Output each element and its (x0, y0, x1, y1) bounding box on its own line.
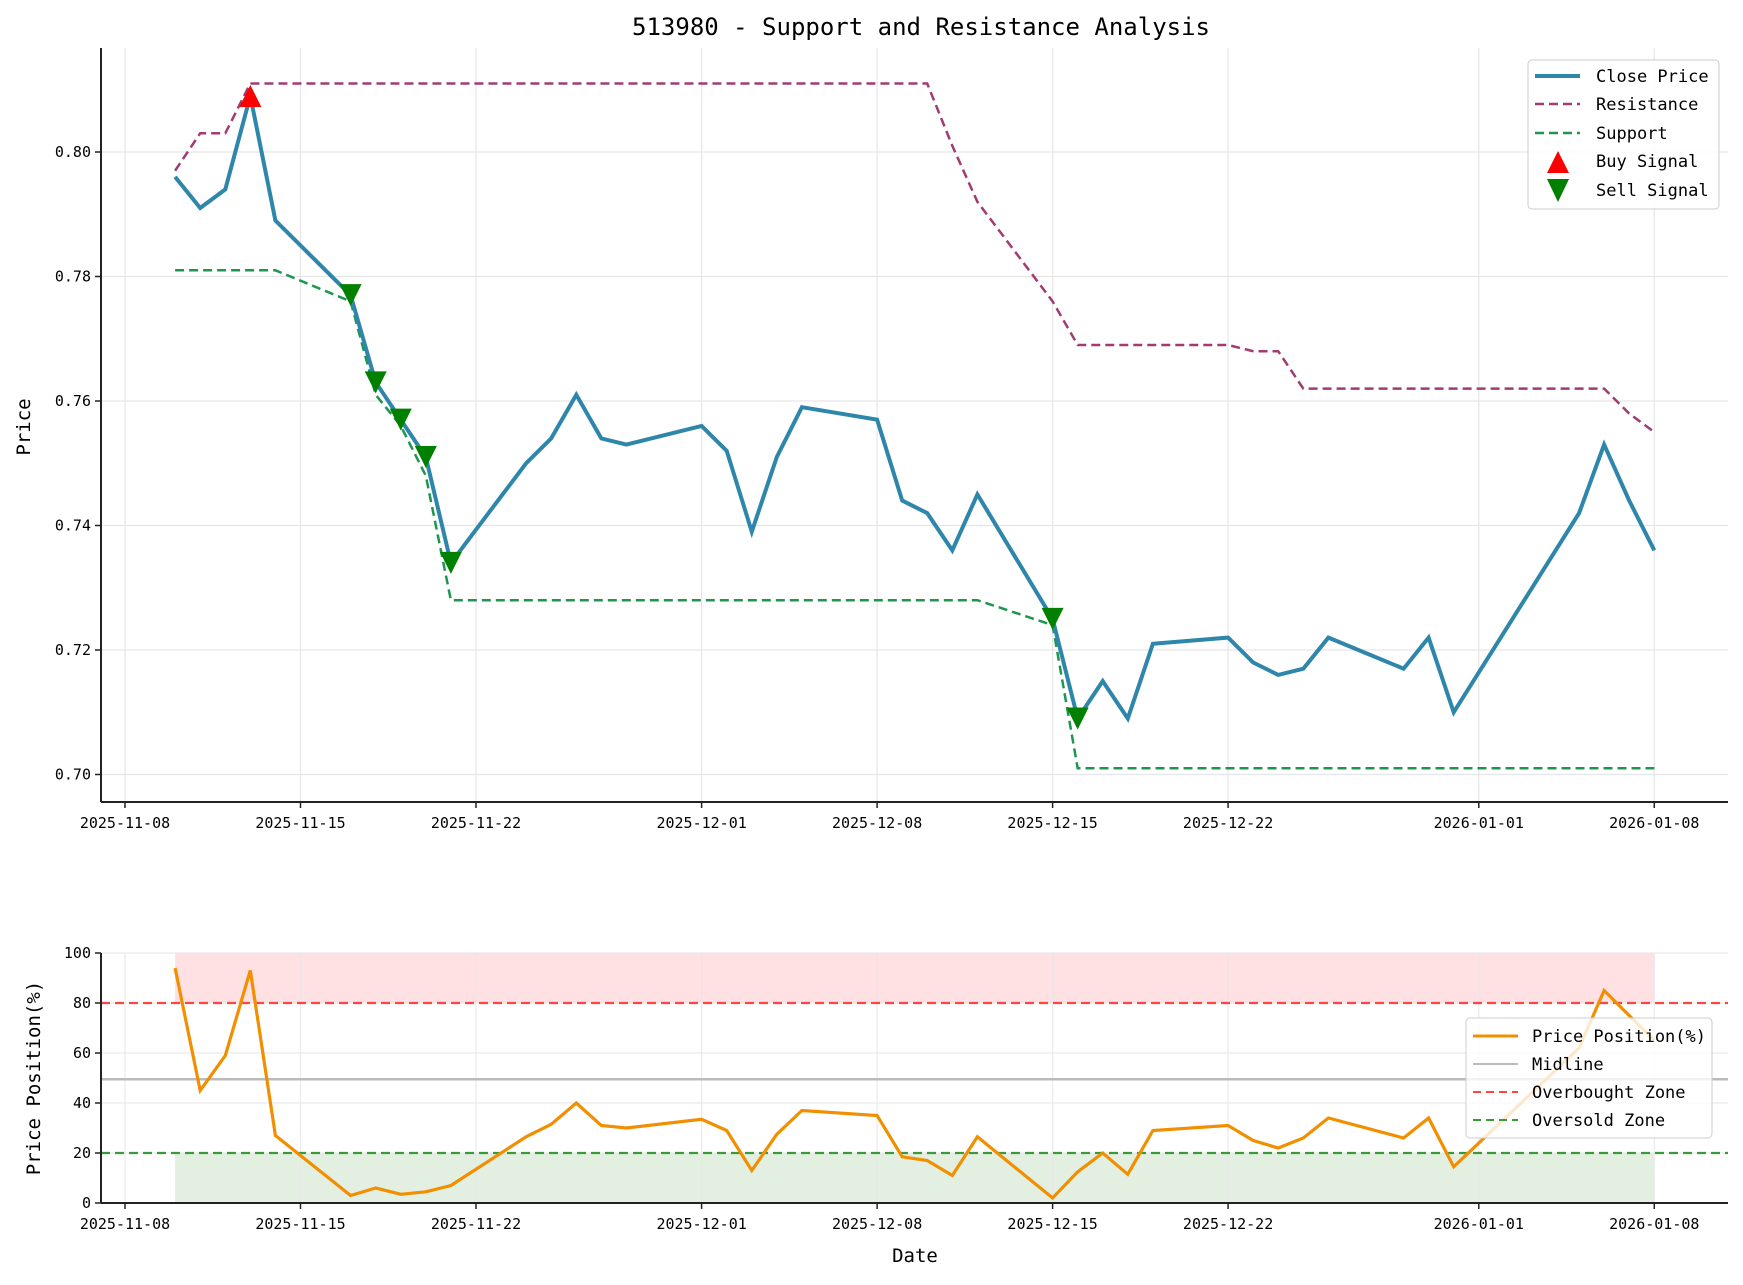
legend-sell-label: Sell Signal (1596, 181, 1709, 201)
position-ytick-label: 60 (73, 1044, 91, 1062)
position-xtick-label: 2025-11-08 (80, 1215, 170, 1233)
price-xtick-label: 2025-11-15 (255, 814, 345, 832)
position-legend-frame (1465, 1017, 1713, 1139)
position-xtick-label: 2026-01-01 (1434, 1215, 1524, 1233)
legend-support-label: Support (1596, 124, 1668, 144)
price-position-line (173, 967, 1656, 1201)
chart-title: 513980 - Support and Resistance Analysis (632, 13, 1210, 41)
overbought-zone-fill (175, 953, 1655, 1003)
price-xtick-label: 2025-11-22 (431, 814, 521, 832)
price-axes: 2025-11-08 2025-11-15 2025-11-22 2025-12-01… (55, 48, 1728, 832)
price-xtick-label: 2025-12-01 (656, 814, 746, 832)
sell-signal-marker-icon (339, 284, 362, 307)
price-grid (101, 48, 1728, 802)
price-xtick-label: 2025-12-22 (1183, 814, 1273, 832)
price-xtick-label: 2025-12-08 (832, 814, 922, 832)
sell-signal-marker-icon (1066, 707, 1089, 730)
price-ytick-label: 0.80 (55, 143, 91, 161)
price-ytick-label: 0.78 (55, 268, 91, 286)
price-series (173, 82, 1657, 770)
buy-triangle-icon (1547, 151, 1569, 173)
close-price-line (173, 95, 1657, 724)
price-xtick-label: 2025-12-15 (1007, 814, 1097, 832)
price-ytick-label: 0.76 (55, 392, 91, 410)
signal-markers (239, 84, 1089, 730)
oversold-zone-fill (175, 1153, 1655, 1203)
support-line (175, 269, 1655, 770)
position-ytick-label: 0 (82, 1194, 91, 1212)
legend-buy-label: Buy Signal (1596, 152, 1698, 172)
position-panel: 2025-11-08 2025-11-15 2025-11-22 2025-12-01… (23, 944, 1728, 1267)
sell-signal-marker-icon (364, 371, 387, 394)
position-ytick-label: 100 (64, 944, 91, 962)
sell-signal-marker-icon (414, 446, 437, 469)
price-ytick-label: 0.74 (55, 517, 91, 535)
zone-fills (175, 953, 1655, 1203)
sell-signal-marker-icon (1041, 607, 1064, 630)
position-xtick-label: 2025-12-01 (656, 1215, 746, 1233)
position-xtick-label: 2025-11-22 (431, 1215, 521, 1233)
position-ylabel: Price Position(%) (23, 981, 45, 1175)
price-ytick-label: 0.72 (55, 641, 91, 659)
price-ylabel: Price (13, 398, 35, 455)
sell-triangle-icon (1547, 179, 1569, 202)
position-axes: 2025-11-08 2025-11-15 2025-11-22 2025-12-01… (64, 944, 1728, 1233)
legend-position-label: Price Position(%) (1532, 1027, 1706, 1047)
position-series (173, 967, 1656, 1201)
position-ytick-label: 40 (73, 1094, 91, 1112)
price-xtick-label: 2025-11-08 (80, 814, 170, 832)
position-xtick-label: 2025-12-08 (832, 1215, 922, 1233)
sell-signal-marker-icon (439, 551, 462, 574)
position-xtick-label: 2026-01-08 (1609, 1215, 1699, 1233)
position-ytick-label: 80 (73, 994, 91, 1012)
sell-signal-marker-icon (389, 408, 412, 431)
legend-overbought-label: Overbought Zone (1532, 1083, 1686, 1103)
buy-signal-marker-icon (239, 84, 262, 107)
date-xlabel: Date (892, 1245, 938, 1267)
price-legend: Close Price Resistance Support Buy Signa… (1527, 59, 1720, 210)
price-legend-frame (1527, 59, 1720, 210)
legend-oversold-label: Oversold Zone (1532, 1111, 1665, 1131)
price-xtick-label: 2026-01-08 (1609, 814, 1699, 832)
price-xtick-label: 2026-01-01 (1434, 814, 1524, 832)
position-xtick-label: 2025-12-15 (1007, 1215, 1097, 1233)
position-xtick-label: 2025-12-22 (1183, 1215, 1273, 1233)
position-legend: Price Position(%) Midline Overbought Zon… (1465, 1017, 1713, 1139)
price-panel: 2025-11-08 2025-11-15 2025-11-22 2025-12-01… (13, 48, 1728, 832)
price-ytick-label: 0.70 (55, 766, 91, 784)
legend-resistance-label: Resistance (1596, 95, 1698, 115)
resistance-line (174, 82, 1656, 434)
reference-lines (101, 1001, 1728, 1155)
position-xtick-label: 2025-11-15 (255, 1215, 345, 1233)
position-ytick-label: 20 (73, 1144, 91, 1162)
legend-close-label: Close Price (1596, 67, 1709, 87)
legend-midline-label: Midline (1532, 1055, 1604, 1075)
